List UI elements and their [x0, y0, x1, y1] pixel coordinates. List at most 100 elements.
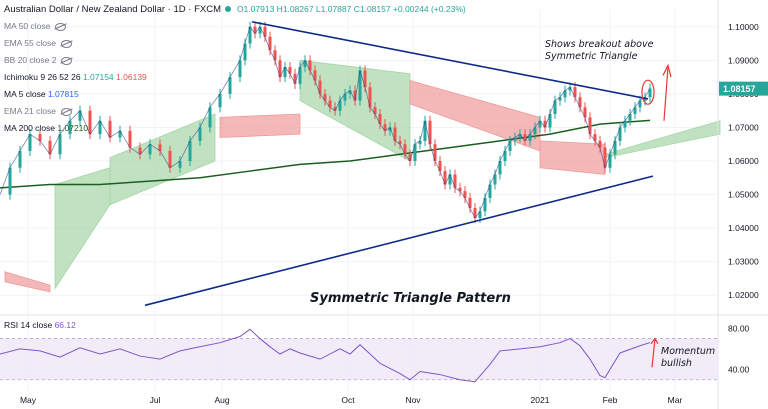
candle-body [253, 26, 257, 34]
candle-body [358, 70, 362, 101]
candle-body [268, 36, 272, 51]
candle-body [538, 120, 542, 128]
hidden-eye-icon[interactable] [61, 56, 73, 65]
candle-body [428, 120, 432, 145]
candle-body [243, 43, 247, 61]
candle-body [398, 140, 402, 145]
candle-body [488, 184, 492, 198]
candle-body [383, 124, 387, 131]
candle-body [468, 197, 472, 208]
pattern-label: Symmetric Triangle Pattern [310, 291, 511, 306]
candle-body [348, 90, 352, 94]
triangle-lines [144, 20, 654, 307]
candle-body [553, 100, 557, 115]
candle-body [318, 80, 322, 94]
momentum-arrow-shaft [651, 338, 656, 368]
candle-body [453, 174, 457, 188]
candle-body [368, 87, 372, 108]
candle-body [633, 107, 637, 115]
triangle-lower-line [144, 175, 654, 307]
candle-body [68, 120, 72, 135]
cloud-segment-bear [219, 113, 301, 138]
candle-body [473, 207, 477, 219]
candle-body [338, 100, 342, 111]
candle-body [303, 60, 307, 68]
candle-body [523, 134, 527, 141]
candle-body [188, 140, 192, 161]
candle-body [443, 171, 447, 185]
candle-body [418, 140, 422, 145]
candle-body [328, 100, 332, 108]
candle-body [158, 144, 162, 151]
legend-ma200[interactable]: MA 200 close 1.07210 [4, 123, 89, 133]
candle-body [548, 114, 552, 128]
price-tick-label: 1.07000 [728, 122, 759, 132]
last-price-label: 1.08157 [723, 84, 756, 94]
time-axis: May Jul Aug Oct Nov 2021 Feb Mar [20, 395, 683, 405]
candle-body [478, 211, 482, 219]
candle-body [8, 167, 12, 195]
candle-body [313, 70, 317, 81]
cloud-segment-bull [604, 120, 721, 159]
candle-body [48, 140, 52, 155]
candle-body [578, 97, 582, 108]
candle-body [533, 127, 537, 135]
candle-body [148, 144, 152, 155]
legend-ichimoku[interactable]: Ichimoku 9 26 52 26 1.07154 1.06139 [4, 72, 147, 82]
candle-body [423, 120, 427, 141]
candle-body [353, 90, 357, 101]
time-tick-label: 2021 [531, 395, 550, 405]
candle-body [648, 88, 652, 98]
legend-ema55[interactable]: EMA 55 close [4, 38, 72, 49]
candle-body [28, 134, 32, 151]
candle-body [598, 140, 602, 148]
ma200-line [0, 119, 651, 189]
time-tick-label: Oct [341, 395, 355, 405]
symbol-title[interactable]: Australian Dollar / New Zealand Dollar ·… [4, 4, 221, 15]
legend-ma5[interactable]: MA 5 close 1.07815 [4, 89, 79, 99]
candle-body [458, 187, 462, 192]
hidden-eye-icon[interactable] [55, 22, 67, 31]
candle-body [448, 174, 452, 185]
candle-body [493, 174, 497, 185]
candle-body [508, 140, 512, 151]
candle-body [393, 127, 397, 141]
breakout-arrow-head [662, 63, 672, 78]
candle-body [208, 107, 212, 128]
candle-body [373, 107, 377, 115]
price-tick-label: 1.10000 [728, 22, 759, 32]
breakout-arrow-shaft [663, 66, 669, 121]
chart-header: Australian Dollar / New Zealand Dollar ·… [4, 4, 466, 15]
breakout-annotation: Shows breakout above Symmetric Triangle [545, 39, 654, 62]
candle-body [518, 134, 522, 138]
candle-body [433, 144, 437, 161]
candle-body [118, 130, 122, 138]
candle-body [283, 67, 287, 78]
hidden-eye-icon[interactable] [60, 39, 72, 48]
time-tick-label: Nov [405, 395, 421, 405]
momentum-arrow-head [650, 337, 659, 345]
candle-body [563, 90, 567, 98]
hidden-eye-icon[interactable] [60, 107, 72, 116]
candle-body [308, 60, 312, 71]
candle-body [178, 161, 182, 168]
legend-ma50[interactable]: MA 50 close [4, 21, 67, 32]
price-tick-label: 1.06000 [728, 156, 759, 166]
candle-body [98, 120, 102, 135]
legend-ema21[interactable]: EMA 21 close [4, 106, 72, 117]
candle-body [573, 87, 577, 98]
candle-body [498, 161, 502, 175]
candle-body [413, 144, 417, 161]
rsi-legend[interactable]: RSI 14 close 66.12 [4, 320, 76, 330]
legend-bb20[interactable]: BB 20 close 2 [4, 55, 73, 66]
candle-body [263, 26, 267, 37]
candle-body [343, 93, 347, 101]
cloud-segment-bear [539, 140, 606, 175]
candle-body [168, 150, 172, 168]
candle-body [613, 140, 617, 155]
candle-body [463, 191, 467, 198]
candle-body [638, 100, 642, 108]
candle-body [568, 87, 572, 91]
candle-body [603, 147, 607, 168]
candle-body [18, 150, 22, 168]
